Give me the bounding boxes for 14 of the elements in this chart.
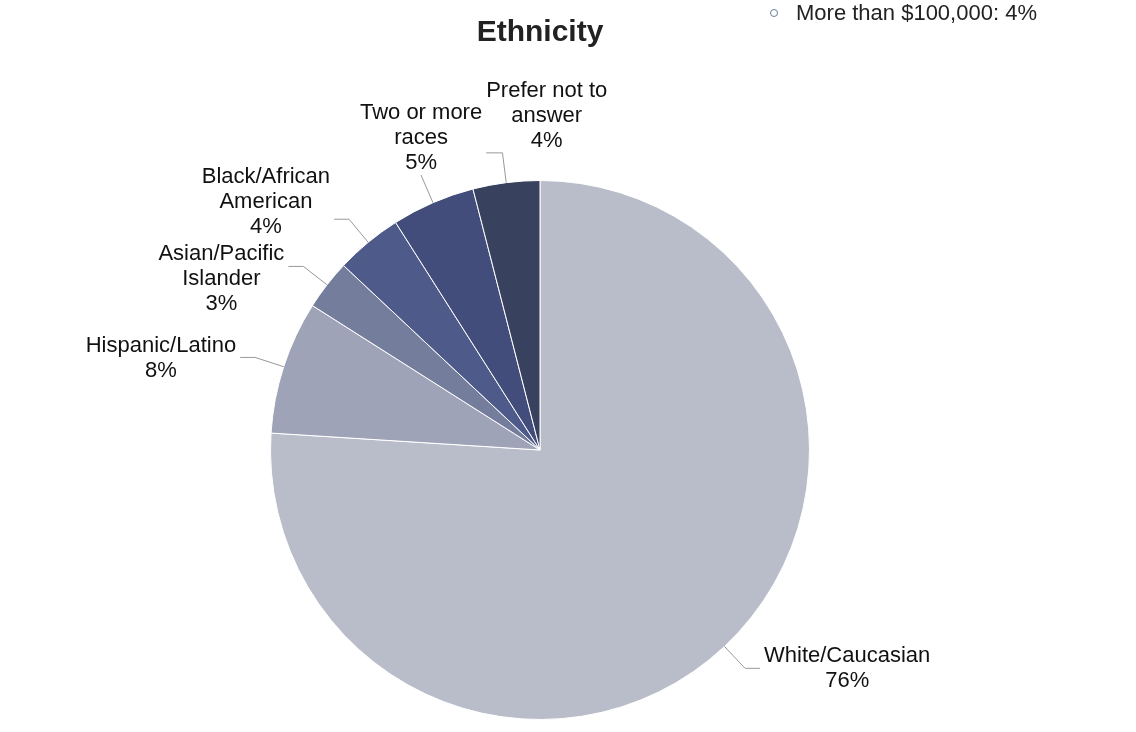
slice-label: Hispanic/Latino: [85, 331, 237, 357]
data-label: 4%: [530, 126, 563, 152]
data-label: 76%: [825, 667, 870, 693]
slice-label: Asian/Pacific Islander: [158, 240, 285, 291]
slice-label: Prefer not to answer: [486, 76, 608, 127]
data-label: 4%: [250, 213, 282, 239]
slice-label: Two or more races: [359, 99, 483, 150]
slice-label: White/Caucasian: [764, 642, 931, 668]
data-label: 5%: [405, 149, 437, 175]
data-label: 3%: [205, 290, 238, 316]
data-label: 8%: [145, 356, 177, 382]
chart-title: Ethnicity: [475, 14, 605, 48]
slice-label: Black/African American: [201, 163, 331, 214]
text: More than $100,000: 4%: [796, 0, 1037, 26]
